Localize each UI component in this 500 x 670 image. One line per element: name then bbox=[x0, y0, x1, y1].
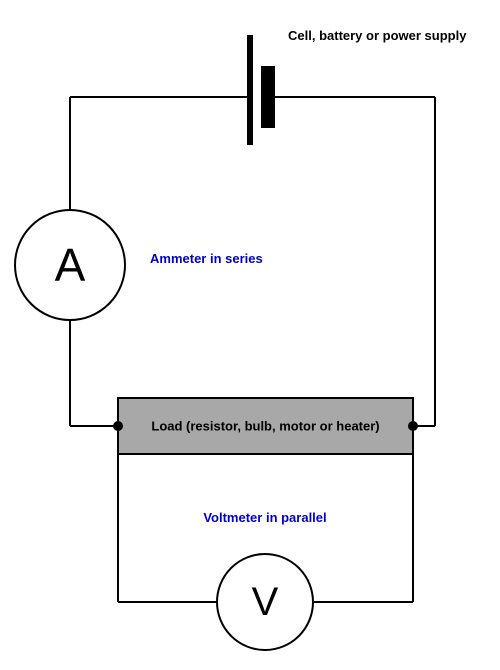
voltmeter-letter: V bbox=[252, 580, 279, 624]
voltmeter-caption: Voltmeter in parallel bbox=[203, 510, 326, 525]
load-label: Load (resistor, bulb, motor or heater) bbox=[151, 419, 379, 434]
node-right bbox=[408, 421, 418, 431]
ammeter-letter: A bbox=[55, 239, 86, 291]
node-left bbox=[113, 421, 123, 431]
ammeter-caption: Ammeter in series bbox=[150, 251, 263, 266]
battery-label: Cell, battery or power supply bbox=[288, 28, 467, 43]
